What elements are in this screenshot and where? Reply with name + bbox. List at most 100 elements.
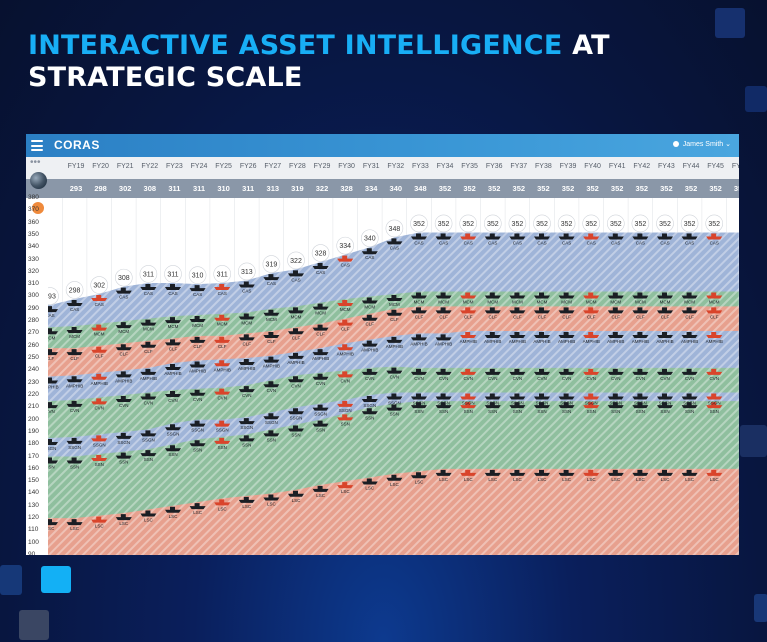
fy-label[interactable]: FY32 <box>387 163 405 170</box>
ship-icon[interactable]: AMPHIB <box>287 352 305 365</box>
ship-icon[interactable]: MCM <box>337 299 354 312</box>
ship-icon[interactable]: SSGN <box>165 424 181 436</box>
total-bubble[interactable] <box>410 214 428 233</box>
fleet-chart[interactable]: LSC LSC LSC LSC LSC LSC LSC LSC LSC LSC LSC LSC LSC L… <box>48 198 739 555</box>
ship-icon[interactable]: SSGN <box>115 432 132 445</box>
ship-icon[interactable]: MCM <box>681 292 698 305</box>
ship-icon[interactable]: MCM <box>288 307 304 319</box>
ship-icon[interactable]: SSN <box>115 452 132 465</box>
ship-icon[interactable]: SSN <box>681 402 698 414</box>
ship-icon[interactable]: LSC <box>312 485 329 498</box>
ship-icon[interactable]: AMPHIB <box>115 371 132 383</box>
ship-icon[interactable]: CLF <box>115 344 132 356</box>
ship-icon[interactable]: MCM <box>66 327 83 339</box>
ship-icon[interactable]: CVN <box>337 371 354 383</box>
ship-icon[interactable]: CAS <box>386 238 403 250</box>
ship-icon[interactable]: LSC <box>706 469 723 482</box>
ship-icon[interactable]: CVN <box>534 368 550 381</box>
fy-label[interactable]: FY41 <box>608 163 626 170</box>
ship-icon[interactable]: SSN <box>607 402 624 414</box>
ship-icon[interactable]: CLF <box>460 307 477 319</box>
fy-label[interactable]: FY45 <box>707 163 724 170</box>
ship-icon[interactable]: CLF <box>214 336 231 349</box>
ship-icon[interactable]: LSC <box>165 506 181 519</box>
ship-icon[interactable]: SSN <box>558 402 575 414</box>
ship-icon[interactable]: CAS <box>238 281 255 293</box>
ship-icon[interactable]: CLF <box>534 307 550 319</box>
total-bubble[interactable] <box>385 219 404 238</box>
ship-icon[interactable]: CAS <box>460 233 477 245</box>
total-bubble[interactable] <box>631 214 650 233</box>
ship-icon[interactable]: SSGN <box>583 393 600 406</box>
ship-icon[interactable]: CLF <box>91 346 108 359</box>
ship-icon[interactable]: AMPHIB <box>263 356 280 369</box>
ship-icon[interactable]: CVN <box>263 381 280 393</box>
ship-icon[interactable]: SSGN <box>312 404 329 417</box>
ship-icon[interactable]: CLF <box>263 331 280 344</box>
ship-icon[interactable]: AMPHIB <box>509 331 526 344</box>
total-bubble[interactable] <box>90 276 109 294</box>
ship-icon[interactable]: MCM <box>115 322 132 334</box>
ship-icon[interactable]: LSC <box>337 482 354 494</box>
ship-icon[interactable]: SSGN <box>411 393 427 406</box>
total-bubble[interactable] <box>533 214 551 233</box>
ship-icon[interactable]: SSGN <box>681 393 698 406</box>
total-bubble[interactable] <box>48 287 59 305</box>
ship-icon[interactable]: CLF <box>288 328 304 340</box>
ship-icon[interactable]: SSGN <box>607 393 624 406</box>
ship-icon[interactable]: CLF <box>607 307 624 319</box>
ship-icon[interactable]: CLF <box>165 339 181 351</box>
ship-icon[interactable]: SSN <box>214 437 231 450</box>
ship-icon[interactable]: CAS <box>165 283 181 296</box>
fy-label[interactable]: FY40 <box>584 163 601 170</box>
ship-icon[interactable]: CAS <box>657 233 673 245</box>
ship-icon[interactable]: CLF <box>558 307 575 319</box>
ship-icon[interactable]: SSN <box>312 420 329 433</box>
ship-icon[interactable]: CVN <box>91 398 108 410</box>
ship-icon[interactable]: SSN <box>632 402 649 414</box>
ship-icon[interactable]: CLF <box>238 334 255 346</box>
fy-label[interactable]: FY24 <box>190 163 208 170</box>
ship-icon[interactable]: MCM <box>435 292 452 305</box>
ship-icon[interactable]: LSC <box>386 474 403 487</box>
ship-icon[interactable]: SSN <box>534 402 550 414</box>
fy-label[interactable]: FY28 <box>289 163 306 170</box>
ship-icon[interactable]: CVN <box>657 368 673 381</box>
ship-icon[interactable]: SSGN <box>214 420 231 433</box>
ship-icon[interactable]: SSN <box>165 445 181 457</box>
ship-icon[interactable]: CLF <box>657 307 673 319</box>
ship-icon[interactable]: CAS <box>583 233 600 245</box>
ship-icon[interactable]: CAS <box>681 233 698 245</box>
ship-icon[interactable]: SSN <box>91 455 108 467</box>
ship-icon[interactable]: CAS <box>337 255 354 268</box>
fy-label[interactable]: FY23 <box>166 163 183 170</box>
total-bubble[interactable] <box>311 244 330 262</box>
ship-icon[interactable]: SSN <box>386 404 403 417</box>
total-bubble[interactable] <box>656 214 674 233</box>
ship-icon[interactable]: SSGN <box>288 408 304 420</box>
total-bubble[interactable] <box>705 214 724 233</box>
globe-icon[interactable] <box>30 172 47 189</box>
ship-icon[interactable]: SSN <box>361 408 378 420</box>
ship-icon[interactable]: CLF <box>337 319 354 332</box>
ship-icon[interactable]: AMPHIB <box>312 349 329 361</box>
ship-icon[interactable]: CVN <box>411 368 427 381</box>
fy-label[interactable]: FY35 <box>461 163 478 170</box>
ship-icon[interactable]: LSC <box>435 469 452 482</box>
ship-icon[interactable]: MCM <box>386 295 403 307</box>
ship-icon[interactable]: CVN <box>435 368 452 381</box>
ship-icon[interactable]: LSC <box>657 469 673 482</box>
ship-icon[interactable]: SSGN <box>706 393 723 406</box>
ship-icon[interactable]: CAS <box>411 233 427 245</box>
ship-icon[interactable]: SSN <box>263 430 280 442</box>
ship-icon[interactable]: MCM <box>263 309 280 322</box>
ship-icon[interactable]: CAS <box>312 263 329 275</box>
fy-label[interactable]: FY25 <box>215 163 232 170</box>
ship-icon[interactable]: SSGN <box>460 393 477 406</box>
ship-icon[interactable]: LSC <box>583 469 600 482</box>
ship-icon[interactable]: CLF <box>189 336 206 349</box>
ship-icon[interactable]: SSN <box>657 402 673 414</box>
ship-icon[interactable]: CVN <box>484 368 501 381</box>
ship-icon[interactable]: CVN <box>66 400 83 413</box>
ship-icon[interactable]: MCM <box>312 303 329 316</box>
